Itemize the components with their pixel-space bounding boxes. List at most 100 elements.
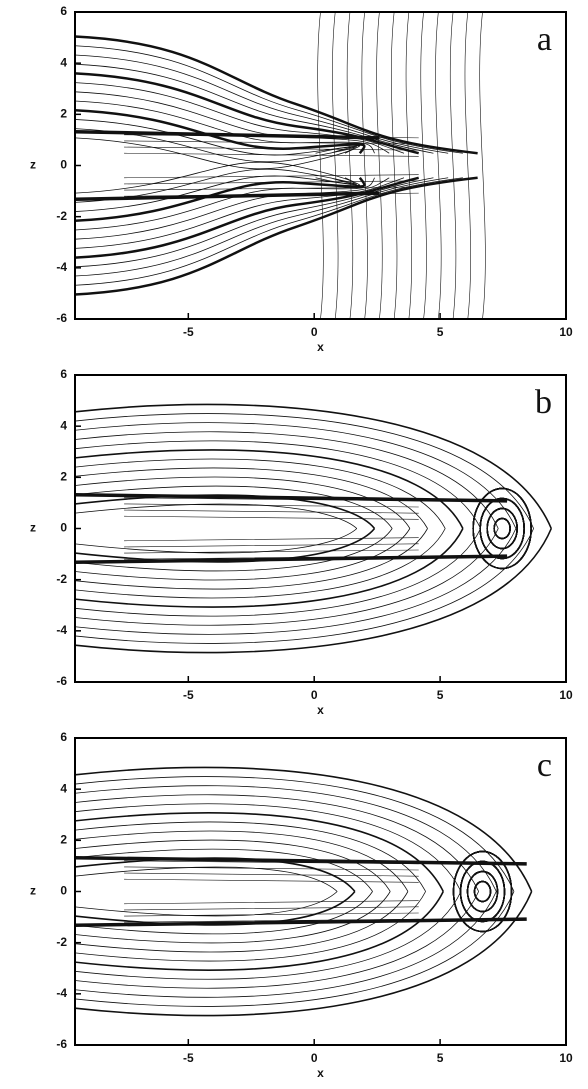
x-axis-label: x xyxy=(317,703,324,717)
contour-line xyxy=(74,503,358,529)
contour-line xyxy=(466,870,499,913)
contour-line xyxy=(486,507,518,550)
contour-line xyxy=(472,487,532,570)
contour-line xyxy=(74,821,426,892)
contour-line xyxy=(74,476,411,529)
contour-line xyxy=(74,467,428,529)
contour-line xyxy=(420,11,427,320)
contour-line xyxy=(74,137,355,170)
contour-line xyxy=(74,413,534,529)
contour-line xyxy=(124,497,419,560)
y-axis-label: z xyxy=(30,158,36,172)
contour-line xyxy=(74,528,517,635)
contour-line xyxy=(74,891,373,935)
contour-line xyxy=(74,891,391,944)
contour-line xyxy=(124,503,419,554)
x-tick-label: 10 xyxy=(559,688,573,702)
y-tick-label: -2 xyxy=(56,209,67,223)
y-tick-label: 4 xyxy=(60,418,67,432)
contour-line xyxy=(74,812,444,892)
y-tick-label: -6 xyxy=(56,674,67,688)
contour-line xyxy=(74,100,375,154)
y-tick-label: -4 xyxy=(56,260,67,274)
contour-line xyxy=(317,11,324,320)
contour-line xyxy=(391,11,398,320)
contour-line xyxy=(452,850,513,933)
contour-line xyxy=(74,176,420,259)
contour-line xyxy=(74,528,358,554)
contour-line xyxy=(74,403,553,529)
contour-line xyxy=(464,11,471,320)
x-tick-label: -5 xyxy=(183,325,194,339)
contour-line xyxy=(74,63,434,154)
contour-line xyxy=(74,528,553,654)
y-tick-label: 2 xyxy=(60,107,67,121)
x-tick-label: 0 xyxy=(311,1051,318,1065)
contour-line xyxy=(74,128,357,163)
x-tick-label: -5 xyxy=(183,688,194,702)
y-tick-label: 2 xyxy=(60,470,67,484)
contour-line xyxy=(74,528,446,599)
contour-line xyxy=(74,891,479,989)
x-tick-label: 5 xyxy=(437,1051,444,1065)
y-tick-label: 4 xyxy=(60,55,67,69)
contour-line xyxy=(74,528,393,572)
y-tick-label: -6 xyxy=(56,311,67,325)
contour-line xyxy=(74,891,462,980)
contour-line xyxy=(74,848,373,892)
panel-label: b xyxy=(535,384,552,421)
contour-line xyxy=(74,177,405,249)
contour-line xyxy=(74,891,444,971)
x-tick-label: 5 xyxy=(437,688,444,702)
contour-line xyxy=(124,152,419,179)
contour-line xyxy=(74,177,463,286)
x-tick-label: 5 xyxy=(437,325,444,339)
contour-line xyxy=(74,830,409,892)
contour-line xyxy=(74,458,446,529)
contour-line xyxy=(74,766,533,892)
x-tick-label: -5 xyxy=(183,1051,194,1065)
contour-line xyxy=(74,528,499,626)
panel-label: c xyxy=(537,747,552,784)
x-tick-label: 0 xyxy=(311,325,318,339)
y-tick-label: -4 xyxy=(56,623,67,637)
y-tick-label: 4 xyxy=(60,781,67,795)
y-axis-label: z xyxy=(30,521,36,535)
x-tick-label: 10 xyxy=(559,1051,573,1065)
contour-line xyxy=(479,497,525,560)
y-tick-label: 6 xyxy=(60,4,67,18)
y-tick-label: -2 xyxy=(56,935,67,949)
contour-line xyxy=(74,891,426,962)
contour-line xyxy=(74,177,434,268)
plot-frame xyxy=(74,374,567,683)
x-axis-label: x xyxy=(317,1066,324,1080)
contour-line xyxy=(74,866,338,892)
contour-line xyxy=(74,839,391,892)
contour-line xyxy=(74,440,481,529)
contour-line xyxy=(74,168,357,203)
contour-line xyxy=(376,11,383,320)
contour-line xyxy=(74,891,338,917)
contour-line xyxy=(459,860,506,923)
contour-line xyxy=(74,485,393,529)
y-tick-label: -4 xyxy=(56,986,67,1000)
contour-line xyxy=(332,11,339,320)
contour-line xyxy=(124,515,419,542)
contour-line xyxy=(361,11,368,320)
contour-line xyxy=(74,891,409,953)
contour-line xyxy=(473,880,492,903)
contour-line xyxy=(74,803,462,892)
contour-line xyxy=(405,11,413,320)
contour-line xyxy=(346,11,354,320)
y-tick-label: -6 xyxy=(56,1037,67,1051)
contour-line xyxy=(74,431,499,529)
y-tick-label: 6 xyxy=(60,367,67,381)
contour-line xyxy=(74,72,420,155)
contour-line xyxy=(124,878,419,905)
contour-line xyxy=(74,449,464,529)
contour-line xyxy=(74,794,479,892)
panel-label: a xyxy=(537,21,552,58)
y-tick-label: 2 xyxy=(60,833,67,847)
contour-line xyxy=(124,866,419,917)
